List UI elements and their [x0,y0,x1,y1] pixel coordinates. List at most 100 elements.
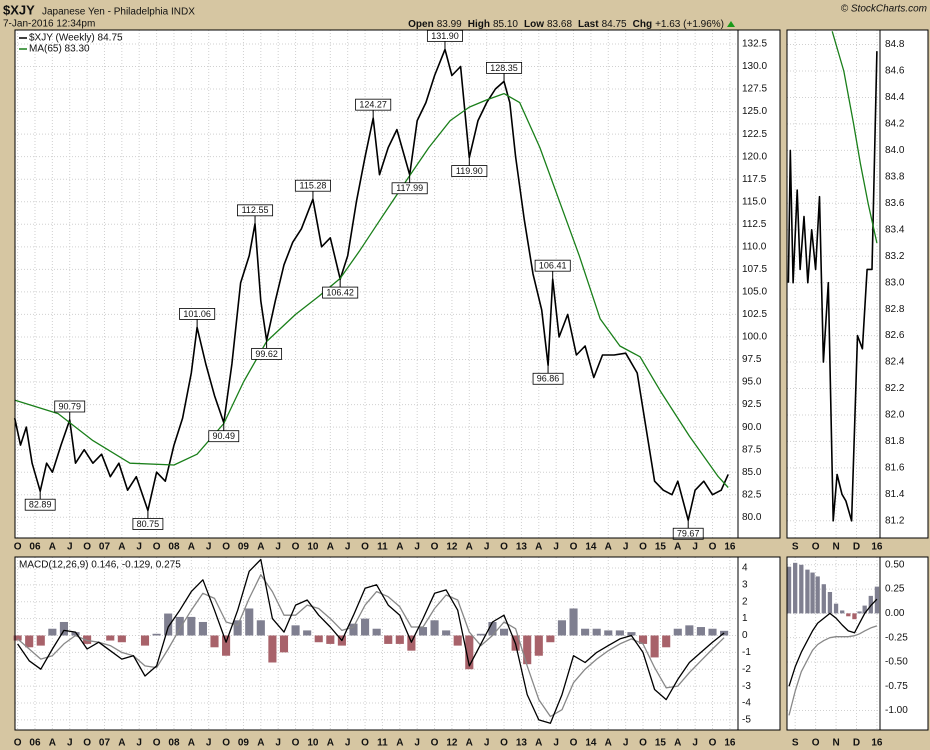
x-tick-label: O [14,542,22,553]
x-tick-label: J [623,738,629,749]
histogram-bar [523,635,532,665]
histogram-bar [13,635,22,641]
histogram-bar [592,628,601,636]
histogram-bar [210,635,219,648]
histogram-bar [793,562,798,614]
annotation-label: 101.06 [183,309,211,319]
panel-title: MACD(12,26,9) 0.146, -0.129, 0.275 [19,560,181,571]
x-tick-label: 07 [99,738,111,749]
y-tick-label: 95.0 [742,377,762,388]
y-tick-label: 81.4 [885,489,905,500]
y-tick-label: 83.8 [885,171,905,182]
x-tick-label: 11 [377,542,388,553]
x-tick-label: 08 [168,542,180,553]
histogram-bar [799,564,804,614]
y-tick-label: -0.50 [885,657,908,668]
histogram-bar [786,566,792,614]
histogram-bar [821,584,826,614]
y-tick-label: 82.0 [885,410,905,421]
x-tick-label: J [484,542,490,553]
y-tick-label: 82.8 [885,304,905,315]
series-line [13,48,729,521]
histogram-bar [696,627,705,636]
histogram-bar [805,569,810,614]
x-tick-label: O [709,542,717,553]
x-tick-label: 09 [238,542,250,553]
annotation-label: 131.90 [431,31,459,41]
annotation-box [486,61,523,74]
x-tick-label: 14 [585,542,597,553]
annotation-label: 79.67 [677,529,700,539]
annotation-box [451,165,488,177]
y-tick-label: 105.0 [742,287,767,298]
x-tick-label: O [361,738,369,749]
annotation-label: 96.86 [537,374,560,384]
x-tick-label: A [257,542,264,553]
x-tick-label: A [257,738,264,749]
x-tick-label: J [206,542,212,553]
y-tick-label: 81.2 [885,515,905,526]
histogram-bar [827,591,833,614]
histogram-bar [222,635,231,656]
annotation-label: 117.99 [396,183,423,193]
annotation-label: 80.75 [137,519,160,529]
y-tick-label: 0.50 [885,559,905,570]
y-tick-label: -2 [742,664,751,675]
y-tick-label: 83.6 [885,198,905,209]
x-tick-label: A [49,542,56,553]
x-tick-label: 13 [516,738,528,749]
histogram-bar [256,620,265,636]
histogram-bar [430,620,439,636]
y-tick-label: 81.8 [885,436,905,447]
x-tick-label: A [188,542,195,553]
panel-border [786,556,929,731]
y-tick-label: 97.5 [742,354,762,365]
x-tick-label: A [327,542,334,553]
x-tick-label: 15 [655,738,667,749]
histogram-bar [840,610,845,614]
y-tick-label: 127.5 [742,84,767,95]
y-tick-label: 80.0 [742,512,762,523]
x-tick-label: J [345,542,351,553]
series-line [788,598,878,687]
y-tick-label: 102.5 [742,309,767,320]
legend-label: $XJY (Weekly) 84.75 [29,33,123,44]
histogram-bar [395,635,404,644]
x-tick-label: S [792,542,799,553]
histogram-bar [349,623,358,636]
y-tick-label: 3 [742,579,748,590]
histogram-bar [546,635,555,643]
x-tick-label: O [222,542,230,553]
series-line [788,625,878,716]
x-tick-label: O [431,542,439,553]
x-tick-label: J [67,738,73,749]
quote-value: 84.75 [602,19,627,30]
histogram-bar [106,635,115,641]
x-tick-label: 12 [446,542,458,553]
annotation-label: 82.89 [29,500,52,510]
histogram-bar [650,635,659,658]
histogram-bar [233,620,242,636]
quote-label: High [468,19,490,30]
panel-border [786,29,929,539]
x-tick-label: J [414,542,420,553]
y-tick-label: 83.4 [885,224,905,235]
annotation-box [54,400,86,413]
histogram-bar [418,627,428,636]
y-tick-label: 110.0 [742,241,767,252]
histogram-bar [862,605,867,614]
histogram-bar [198,621,207,636]
annotation-box [251,347,283,360]
histogram-bar [164,613,173,636]
series-line [17,558,725,724]
plot [786,562,880,716]
x-tick-label: A [605,738,612,749]
x-tick-label: O [83,542,91,553]
histogram-bar [442,630,451,636]
x-tick-label: O [570,738,578,749]
annotation-box [294,179,331,192]
histogram-bar [627,632,636,636]
histogram-bar [581,628,590,636]
x-tick-label: O [500,738,508,749]
annotation-box [237,204,274,217]
